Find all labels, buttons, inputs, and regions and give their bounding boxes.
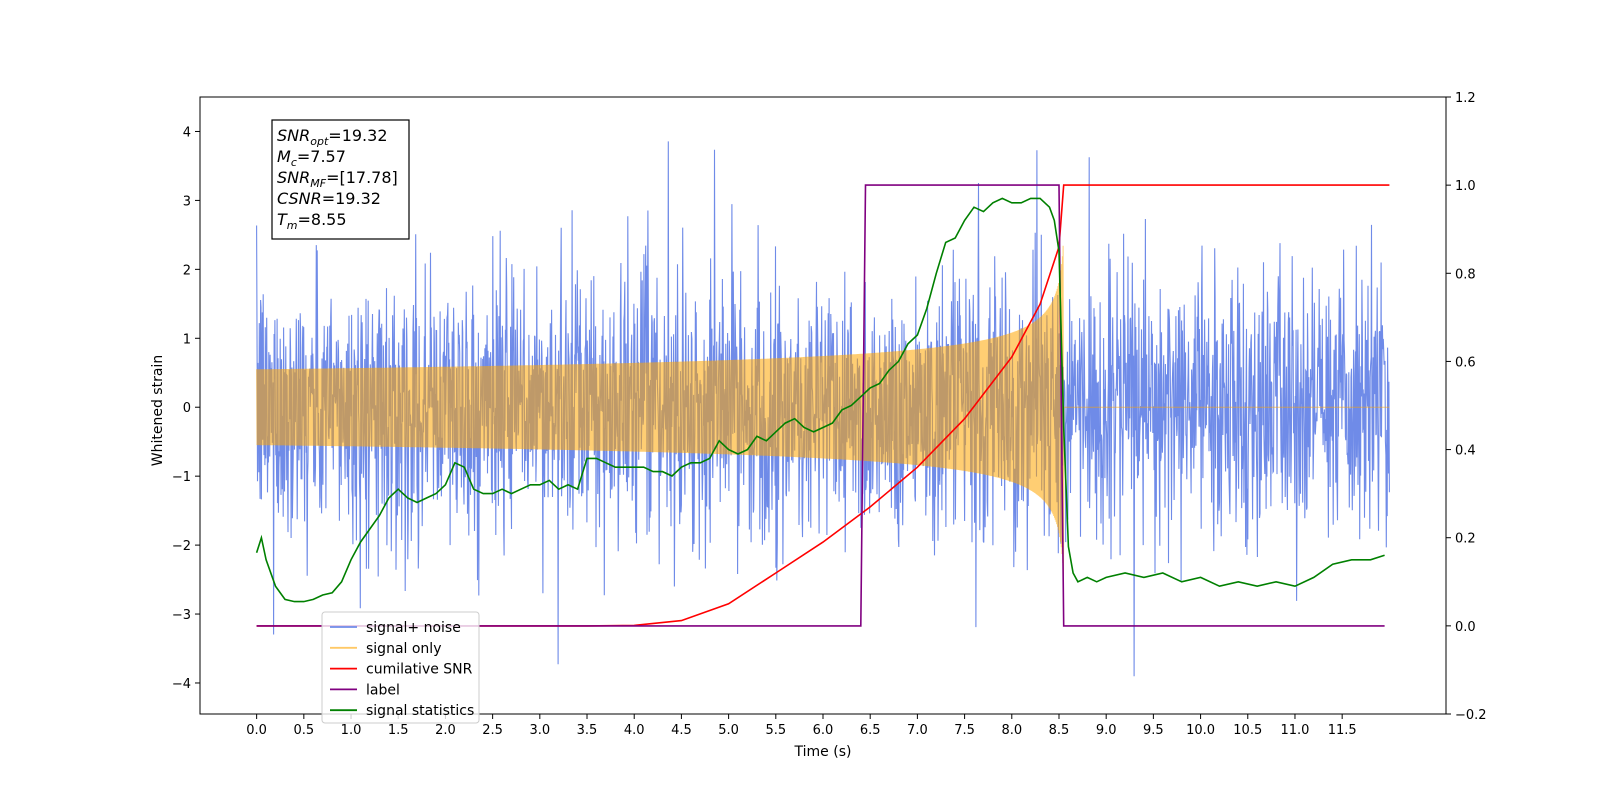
info-value: =[17.78] [326,168,398,187]
x-tick-label: 0.0 [246,723,267,738]
info-symbol: T [277,210,288,229]
legend-label: signal statistics [366,703,474,719]
x-tick-label: 1.5 [388,723,409,738]
info-box-line: Tm=8.55 [277,210,347,232]
y-tick-label: 3 [183,194,191,209]
info-subscript: MF [310,177,326,190]
x-tick-label: 4.5 [671,723,692,738]
y2-tick-label: 1.0 [1455,179,1476,194]
x-tick-label: 6.0 [813,723,834,738]
y-axis-left: 4 3 2 1 0 −1 −2 −3 −4 [172,125,200,692]
info-value: =7.57 [297,147,346,166]
info-box-line: SNRopt=19.32 [277,126,388,148]
info-box-line: CSNR=19.32 [277,189,381,208]
x-tick-label: 11.5 [1328,723,1357,738]
info-subscript: m [287,219,298,232]
info-value: =19.32 [328,126,387,145]
y-axis-right: 1.2 1.0 0.8 0.6 0.4 0.2 0.0 −0.2 [1446,91,1487,723]
info-box-line: Mc=7.57 [277,147,346,169]
info-box-frame [271,119,410,240]
y-axis-title: Whitened strain [150,355,166,466]
label-line [256,184,1385,627]
y-tick-label: 4 [183,125,191,140]
x-tick-label: 3.0 [529,723,550,738]
y-tick-label: 1 [183,332,191,347]
x-tick-label: 2.0 [435,723,456,738]
legend-frame [321,611,480,724]
info-value: =8.55 [298,210,347,229]
y-tick-label: −2 [172,539,191,554]
info-subscript: opt [310,135,329,148]
y2-tick-label: 0.2 [1455,532,1476,547]
info-box-line: SNRMF=[17.78] [277,168,398,190]
x-tick-label: 7.0 [907,723,928,738]
y2-tick-label: 0.6 [1455,355,1476,370]
y-tick-label: −1 [172,470,191,485]
y2-tick-label: −0.2 [1455,708,1487,723]
y-tick-label: 0 [183,401,191,416]
y-tick-label: −3 [172,608,191,623]
x-tick-label: 2.5 [482,723,503,738]
x-tick-label: 0.5 [293,723,314,738]
x-tick-label: 5.0 [718,723,739,738]
x-tick-label: 9.5 [1143,723,1164,738]
x-tick-label: 4.0 [624,723,645,738]
y-tick-label: −4 [172,677,191,692]
x-tick-label: 10.5 [1233,723,1262,738]
x-tick-label: 5.5 [765,723,786,738]
signal-statistics-line [255,197,1385,603]
info-box: SNRopt=19.32Mc=7.57SNRMF=[17.78]CSNR=19.… [271,119,410,240]
info-symbol: SNR [277,168,310,187]
legend-label: signal only [366,641,441,657]
signal-only-line [256,245,1390,576]
x-tick-label: 6.5 [860,723,881,738]
legend-label: cumilative SNR [366,662,473,678]
x-tick-label: 8.5 [1049,723,1070,738]
x-axis-title: Time (s) [794,744,852,760]
legend-label: label [366,682,400,698]
legend-label: signal+ noise [366,620,461,636]
legend: signal+ noise signal only cumilative SNR la… [321,611,480,724]
info-subscript: c [291,156,297,169]
cumulative-snr-line [256,184,1390,627]
y2-tick-label: 0.8 [1455,267,1476,282]
signal-only-series [256,245,1390,576]
y2-tick-label: 0.0 [1455,620,1476,635]
x-tick-label: 3.5 [577,723,598,738]
info-symbol: SNR [277,126,310,145]
y-tick-label: 2 [183,263,191,278]
y2-tick-label: 1.2 [1455,91,1476,106]
right-axis-series [255,184,1390,627]
x-tick-label: 7.5 [954,723,975,738]
x-tick-label: 9.0 [1096,723,1117,738]
x-tick-label: 10.0 [1186,723,1215,738]
x-tick-label: 1.0 [341,723,362,738]
x-axis: 0.0 0.5 1.0 1.5 2.0 2.5 3.0 3.5 4.0 4.5 5.0 5.5 6.0 6… [246,714,1357,738]
info-symbol: CSNR [277,189,322,208]
y2-tick-label: 0.4 [1455,444,1476,459]
info-symbol: M [277,147,291,166]
info-value: =19.32 [322,189,381,208]
x-tick-label: 11.0 [1280,723,1309,738]
x-tick-label: 8.0 [1001,723,1022,738]
